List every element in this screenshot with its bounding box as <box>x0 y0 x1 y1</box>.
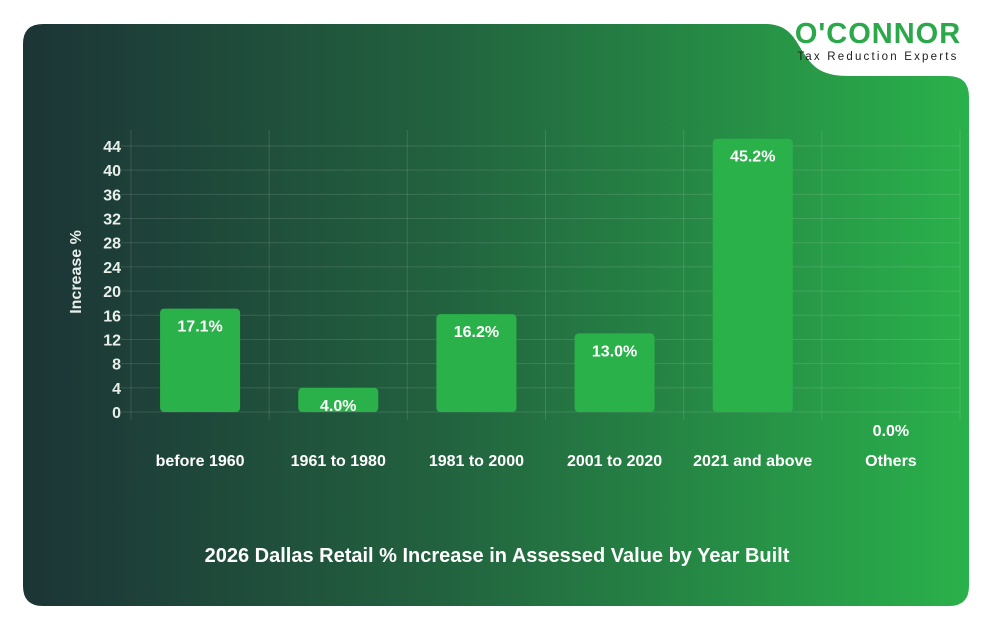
x-tick-label: before 1960 <box>156 453 245 470</box>
x-tick-label: Others <box>865 453 917 470</box>
y-tick-label: 4 <box>112 381 121 398</box>
bars <box>160 138 793 412</box>
y-tick-label: 20 <box>103 284 121 301</box>
y-tick-label: 40 <box>103 163 121 180</box>
data-label: 13.0% <box>592 343 637 360</box>
y-tick-label: 36 <box>103 187 121 204</box>
y-tick-label: 44 <box>103 139 121 156</box>
logo-name: O'CONNOR <box>794 18 962 50</box>
y-axis-label: Increase % <box>68 230 85 314</box>
data-label: 16.2% <box>454 324 499 341</box>
y-tick-label: 16 <box>103 308 121 325</box>
bar <box>712 138 793 412</box>
y-tick-label: 28 <box>103 236 121 253</box>
y-tick-label: 32 <box>103 212 121 229</box>
x-tick-label: 2021 and above <box>693 453 812 470</box>
labels: 0 4 8 12 16 20 24 28 32 36 40 44 17.1% before 1960 4.0… <box>103 139 917 470</box>
y-tick-label: 8 <box>112 357 121 374</box>
grid <box>121 130 961 420</box>
x-tick-label: 2001 to 2020 <box>567 453 662 470</box>
data-label: 0.0% <box>873 423 909 440</box>
data-label: 45.2% <box>730 149 775 166</box>
y-tick-label: 24 <box>103 260 121 277</box>
y-tick-label: 0 <box>112 405 121 422</box>
chart-title: 2026 Dallas Retail % Increase in Assesse… <box>205 545 790 567</box>
bar <box>436 314 517 412</box>
y-tick-label: 12 <box>103 332 121 349</box>
data-label: 4.0% <box>320 398 356 415</box>
data-label: 17.1% <box>177 319 222 336</box>
bar <box>298 387 379 412</box>
bar <box>160 308 241 412</box>
bar <box>574 333 655 412</box>
x-tick-label: 1961 to 1980 <box>291 453 386 470</box>
x-tick-label: 1981 to 2000 <box>429 453 524 470</box>
logo-tagline: Tax Reduction Experts <box>797 51 959 63</box>
logo: O'CONNOR Tax Reduction Experts <box>778 18 978 63</box>
